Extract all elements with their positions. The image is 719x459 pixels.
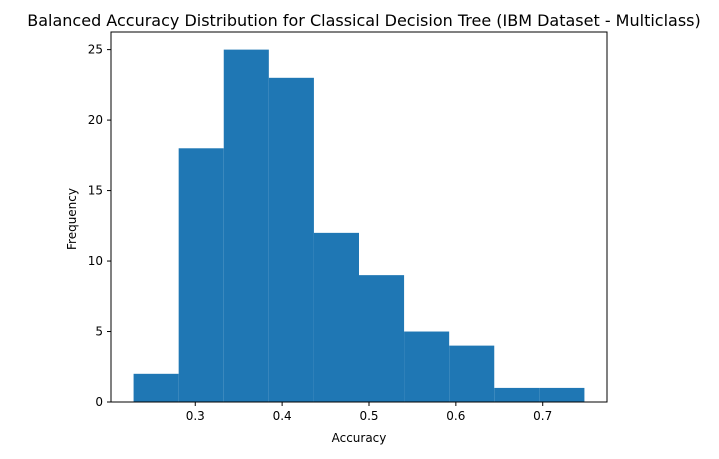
y-tick-label: 15 (88, 184, 103, 198)
histogram-bar (133, 373, 179, 402)
x-axis-label: Accuracy (332, 431, 387, 445)
histogram-bar (359, 275, 405, 402)
histogram-bars (133, 49, 585, 403)
x-tick-label: 0.6 (446, 409, 465, 423)
y-tick-label: 5 (95, 325, 103, 339)
y-tick-label: 0 (95, 395, 103, 409)
histogram-bar (223, 49, 269, 402)
y-tick-label: 25 (88, 43, 103, 57)
histogram-bar (539, 387, 585, 402)
histogram-bar (313, 232, 359, 402)
histogram-bar (449, 345, 495, 402)
y-axis-ticks: 0 5 10 15 20 25 (88, 43, 111, 409)
plot-frame (110, 31, 608, 403)
chart-title: Balanced Accuracy Distribution for Class… (27, 11, 701, 30)
y-tick-label: 10 (88, 254, 103, 268)
x-tick-label: 0.7 (533, 409, 552, 423)
x-axis-ticks: 0.3 0.4 0.5 0.6 0.7 (186, 402, 552, 423)
x-tick-label: 0.5 (359, 409, 378, 423)
y-tick-label: 20 (88, 113, 103, 127)
x-tick-label: 0.3 (186, 409, 205, 423)
histogram-bar (404, 331, 450, 402)
y-axis-label: Frequency (65, 188, 79, 250)
histogram-bar (268, 77, 314, 403)
histogram-bar (178, 148, 224, 402)
x-tick-label: 0.4 (273, 409, 292, 423)
histogram-bar (494, 387, 540, 402)
